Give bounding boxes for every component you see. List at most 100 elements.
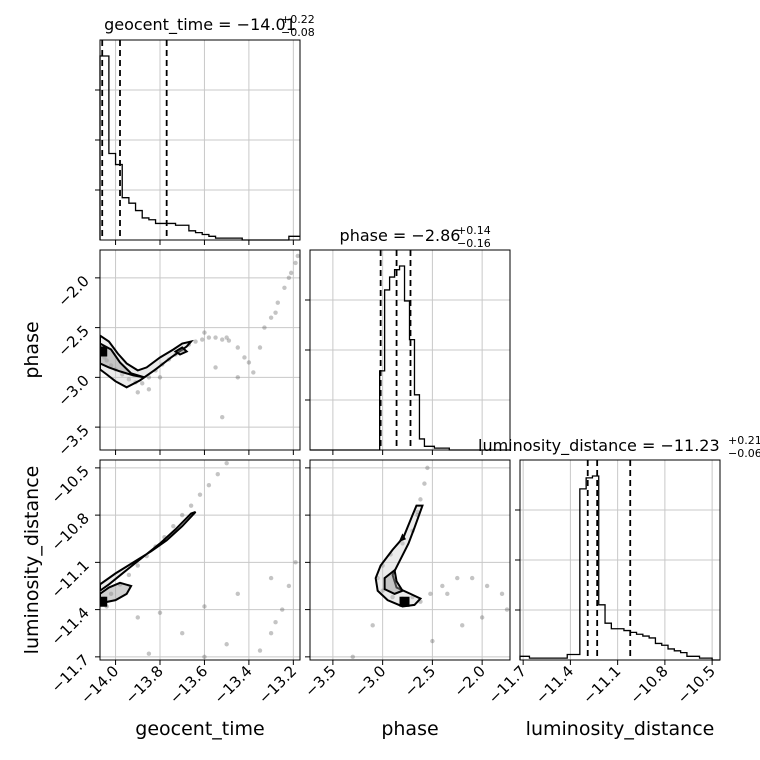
sample-point — [251, 370, 256, 375]
panel-phase-vs-geocent-time — [100, 250, 300, 450]
x-axis-label-luminosity-distance: luminosity_distance — [526, 718, 715, 740]
x-tick-label: −11.4 — [532, 662, 577, 707]
title-geocent-time-minus: −0.08 — [281, 26, 315, 39]
sample-point — [146, 387, 152, 392]
title-luminosity-distance-minus: −0.06 — [728, 447, 760, 460]
density-contour — [173, 346, 189, 356]
sample-point — [273, 310, 278, 315]
sample-point — [425, 465, 430, 471]
x-tick-label: −10.8 — [626, 662, 671, 707]
sample-point — [445, 591, 450, 597]
panel-luminosity-distance-vs-geocent-time — [100, 460, 300, 660]
y-tick-label: −2.5 — [54, 322, 92, 360]
sample-point — [350, 654, 355, 660]
sample-point — [202, 330, 207, 335]
x-tick-label: −3.5 — [301, 662, 339, 700]
sample-point — [246, 360, 252, 365]
sample-point — [268, 631, 274, 636]
sample-point — [108, 363, 114, 368]
sample-point — [200, 337, 205, 342]
sample-point — [108, 591, 114, 597]
sample-point — [268, 575, 274, 581]
y-tick-label: −10.5 — [48, 462, 93, 507]
sample-point — [415, 509, 420, 515]
sample-point — [157, 610, 163, 615]
x-tick-label: −3.0 — [351, 662, 389, 700]
sample-point — [430, 638, 435, 644]
density-contour — [374, 504, 424, 608]
panel-frame — [309, 459, 511, 661]
sample-point — [469, 575, 475, 581]
sample-point — [197, 492, 203, 497]
sample-point — [193, 339, 198, 344]
sample-point — [180, 631, 185, 636]
sample-point — [135, 563, 140, 568]
y-tick-label: −10.8 — [48, 509, 93, 554]
sample-point — [215, 471, 220, 477]
sample-point — [220, 337, 225, 342]
y-tick-label: −11.1 — [48, 556, 93, 601]
sample-point — [126, 377, 132, 382]
sample-point — [504, 607, 510, 612]
y-axis-label-phase: phase — [21, 321, 43, 378]
title-luminosity-distance-plus: +0.21 — [728, 434, 760, 447]
density-contour — [100, 511, 197, 592]
x-axis-label-phase: phase — [381, 718, 438, 740]
histogram-luminosity-distance — [519, 475, 720, 661]
sample-point — [370, 623, 375, 628]
panel-frame — [99, 249, 301, 451]
sample-point — [213, 365, 218, 370]
panel-phase-histogram — [310, 250, 510, 451]
density-contour — [100, 342, 145, 379]
x-tick-label: −13.6 — [166, 662, 211, 707]
sample-point — [484, 583, 490, 589]
y-tick-label: −2.0 — [54, 272, 92, 310]
sample-point — [235, 345, 240, 350]
sample-point — [224, 335, 229, 340]
sample-point — [157, 375, 163, 380]
sample-point — [146, 651, 152, 656]
panel-geocent-time-histogram — [99, 40, 300, 241]
axis-ticks: −14.0 −13.8 −13.6 −13.4 −13.2 −3.5 −3.0 −2.5 −2.… — [48, 89, 719, 707]
sample-point — [220, 414, 225, 420]
density-peak-marker — [100, 596, 108, 607]
sample-point — [286, 583, 292, 589]
title-phase-minus: −0.16 — [457, 237, 491, 250]
sample-point — [104, 358, 109, 363]
sample-point — [428, 591, 433, 597]
sample-point — [171, 523, 176, 529]
sample-point — [455, 575, 460, 581]
sample-point — [293, 560, 298, 565]
density-contour — [100, 334, 194, 389]
title-phase-plus: +0.14 — [457, 224, 491, 237]
panel-luminosity-distance-histogram — [519, 460, 720, 661]
sample-point — [422, 481, 427, 486]
y-tick-label: −11.4 — [48, 604, 93, 649]
sample-point — [282, 285, 287, 291]
sample-point — [400, 541, 405, 546]
density-peak-marker — [100, 346, 108, 357]
title-luminosity-distance: luminosity_distance = −11.23 — [478, 436, 720, 456]
sample-point — [275, 300, 280, 305]
sample-point — [202, 654, 207, 660]
histogram-geocent-time — [99, 55, 300, 241]
sample-point — [460, 623, 465, 628]
sample-point — [286, 275, 292, 281]
sample-point — [499, 591, 505, 597]
sample-point — [440, 583, 445, 589]
sample-point — [226, 338, 232, 343]
x-tick-label: −2.5 — [401, 662, 439, 700]
x-tick-label: −13.4 — [210, 662, 255, 707]
sample-point — [180, 512, 185, 518]
x-tick-label: −2.0 — [450, 662, 488, 700]
sample-point — [224, 642, 229, 647]
sample-point — [206, 335, 212, 340]
sample-point — [295, 253, 300, 259]
sample-point — [135, 390, 140, 395]
panel-frame — [99, 459, 301, 661]
sample-point — [288, 270, 294, 276]
sample-point — [268, 315, 274, 320]
title-phase: phase = −2.86 — [340, 226, 461, 245]
sample-point — [293, 260, 298, 266]
x-tick-label: −11.7 — [485, 662, 530, 707]
